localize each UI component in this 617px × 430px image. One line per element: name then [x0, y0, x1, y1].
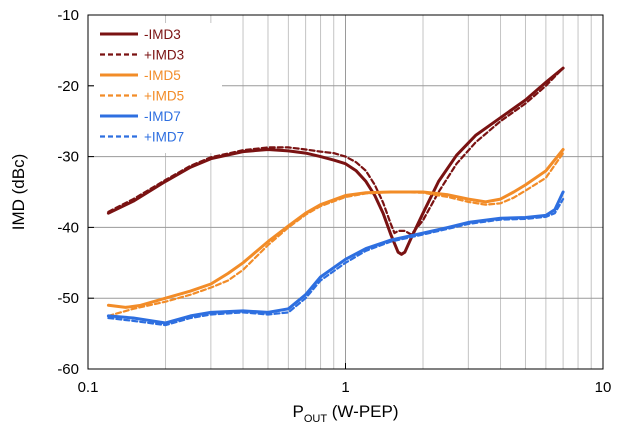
tick-marks [87, 14, 604, 370]
y-tick-label: -40 [57, 219, 79, 236]
y-tick-label: -10 [57, 7, 79, 24]
legend-label: +IMD7 [144, 130, 184, 145]
series-line-4 [106, 190, 565, 325]
plot-series [106, 66, 565, 327]
legend-label: +IMD5 [144, 89, 184, 104]
y-tick-labels: -10 -20 -30 -40 -50 -60 [57, 7, 79, 378]
legend-label: +IMD3 [144, 48, 184, 63]
legend-label: -IMD7 [144, 109, 181, 124]
x-axis-label-main: P [292, 402, 303, 421]
y-tick-label: -30 [57, 149, 79, 166]
x-axis-label-units: (W-PEP) [327, 402, 398, 421]
grid [88, 15, 603, 369]
y-tick-label: -50 [57, 290, 79, 307]
x-tick-label: 10 [595, 379, 612, 396]
y-axis-label: IMD (dBc) [9, 154, 28, 231]
legend-label: -IMD3 [144, 27, 181, 42]
x-tick-label: 1 [341, 379, 349, 396]
series-line-0 [106, 66, 565, 256]
series-line-5 [107, 198, 565, 327]
y-tick-label: -60 [57, 361, 79, 378]
x-tick-label: 0.1 [78, 379, 99, 396]
series-line-2 [106, 148, 565, 309]
legend-background [94, 23, 222, 153]
legend: -IMD3 +IMD3 -IMD5 +IMD5 -IMD7 +IMD7 [94, 23, 222, 153]
legend-label: -IMD5 [144, 68, 181, 83]
x-tick-labels: 0.1 1 10 [78, 379, 612, 396]
x-axis-label: POUT (W-PEP) [292, 402, 398, 425]
x-axis-label-subscript: OUT [304, 413, 328, 425]
y-tick-label: -20 [57, 78, 79, 95]
series-line-3 [107, 152, 565, 317]
